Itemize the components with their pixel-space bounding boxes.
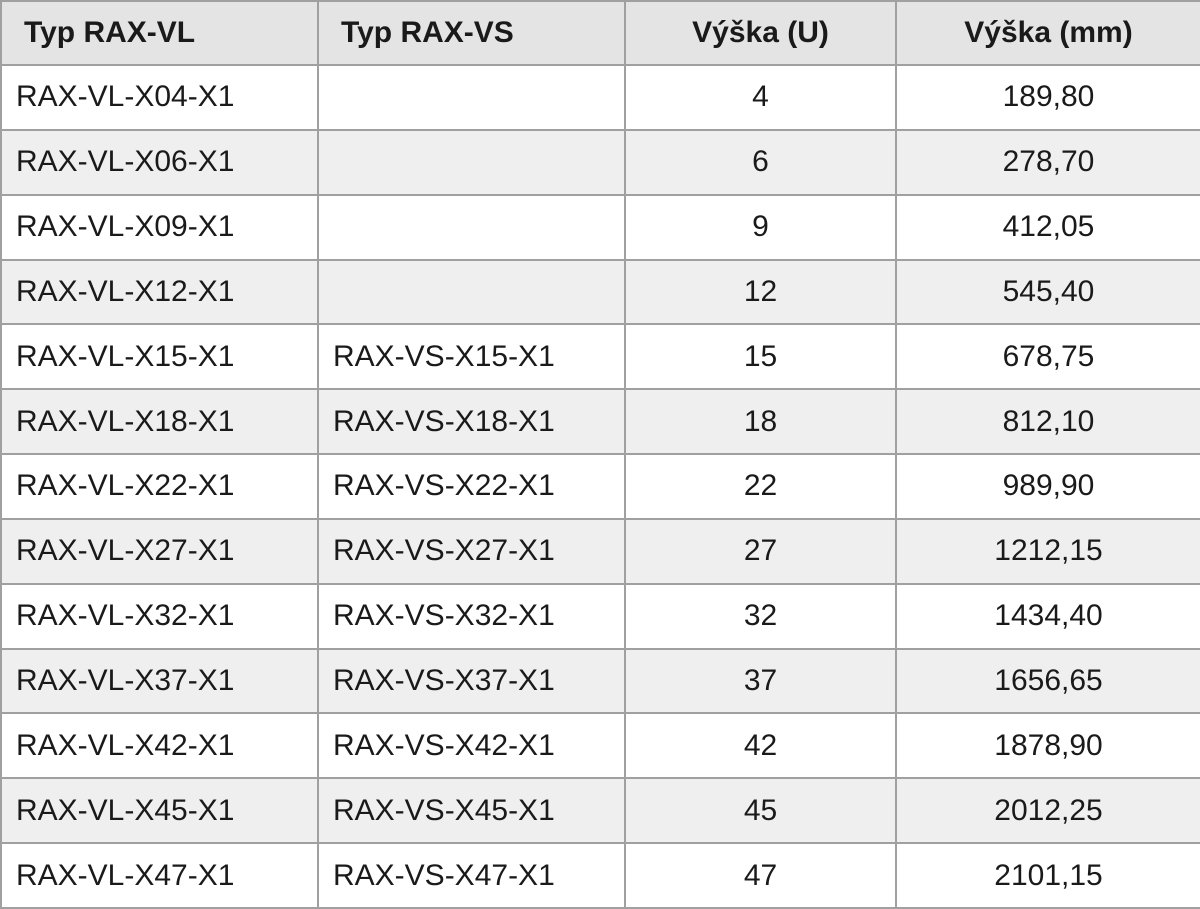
table-cell: RAX-VL-X32-X1 (0, 582, 319, 650)
header-cell: Typ RAX-VL (0, 0, 319, 66)
header-row: Typ RAX-VL Typ RAX-VS Výška (U) Výška (mm) (0, 0, 1200, 66)
table-cell: 812,10 (895, 388, 1200, 456)
table-row: RAX-VL-X42-X1 RAX-VS-X42-X1 42 1878,90 (0, 712, 1200, 780)
table-cell: 4 (624, 64, 897, 131)
table-cell: RAX-VL-X15-X1 (0, 323, 319, 391)
table-cell: 9 (624, 193, 897, 261)
table-cell: 2101,15 (895, 842, 1200, 909)
table-row: RAX-VL-X45-X1 RAX-VS-X45-X1 45 2012,25 (0, 777, 1200, 845)
table-cell: 42 (624, 712, 897, 780)
table-cell: RAX-VL-X27-X1 (0, 517, 319, 585)
table-cell: 989,90 (895, 453, 1200, 520)
table-cell: RAX-VL-X45-X1 (0, 777, 319, 845)
table-cell: 545,40 (895, 258, 1200, 326)
table-cell: RAX-VS-X22-X1 (317, 453, 626, 520)
table-cell: RAX-VL-X04-X1 (0, 64, 319, 131)
table-cell: 18 (624, 388, 897, 456)
table-body: RAX-VL-X04-X1 4 189,80 RAX-VL-X06-X1 6 278,70… (0, 64, 1200, 909)
table-cell: 1434,40 (895, 582, 1200, 650)
table-cell: RAX-VS-X27-X1 (317, 517, 626, 585)
table-cell: RAX-VL-X42-X1 (0, 712, 319, 780)
table-cell: RAX-VL-X22-X1 (0, 453, 319, 520)
table-cell: RAX-VS-X37-X1 (317, 647, 626, 715)
table-row: RAX-VL-X32-X1 RAX-VS-X32-X1 32 1434,40 (0, 582, 1200, 650)
table-row: RAX-VL-X27-X1 RAX-VS-X27-X1 27 1212,15 (0, 517, 1200, 585)
table-row: RAX-VL-X15-X1 RAX-VS-X15-X1 15 678,75 (0, 323, 1200, 391)
table-cell (317, 258, 626, 326)
table-cell: RAX-VL-X09-X1 (0, 193, 319, 261)
table-row: RAX-VL-X37-X1 RAX-VS-X37-X1 37 1656,65 (0, 647, 1200, 715)
table-cell: 15 (624, 323, 897, 391)
table-cell: RAX-VS-X45-X1 (317, 777, 626, 845)
table-cell: 37 (624, 647, 897, 715)
table-cell: RAX-VL-X18-X1 (0, 388, 319, 456)
table-cell: RAX-VS-X42-X1 (317, 712, 626, 780)
table-cell: 1656,65 (895, 647, 1200, 715)
table-cell: RAX-VS-X18-X1 (317, 388, 626, 456)
table-row: RAX-VL-X12-X1 12 545,40 (0, 258, 1200, 326)
table-row: RAX-VL-X04-X1 4 189,80 (0, 64, 1200, 131)
table-cell: 45 (624, 777, 897, 845)
header-cell: Výška (U) (624, 0, 897, 66)
table-cell: 27 (624, 517, 897, 585)
table-row: RAX-VL-X06-X1 6 278,70 (0, 128, 1200, 196)
table-cell: 2012,25 (895, 777, 1200, 845)
table-cell: 6 (624, 128, 897, 196)
table-cell: RAX-VL-X12-X1 (0, 258, 319, 326)
table-row: RAX-VL-X47-X1 RAX-VS-X47-X1 47 2101,15 (0, 842, 1200, 909)
table-cell: 412,05 (895, 193, 1200, 261)
table-cell: 1878,90 (895, 712, 1200, 780)
table-cell: RAX-VS-X47-X1 (317, 842, 626, 909)
table-cell: RAX-VS-X32-X1 (317, 582, 626, 650)
table-cell: 189,80 (895, 64, 1200, 131)
table-cell (317, 64, 626, 131)
table-cell: RAX-VS-X15-X1 (317, 323, 626, 391)
table-row: RAX-VL-X22-X1 RAX-VS-X22-X1 22 989,90 (0, 453, 1200, 520)
table-cell: 678,75 (895, 323, 1200, 391)
table-cell: 1212,15 (895, 517, 1200, 585)
table-cell: RAX-VL-X37-X1 (0, 647, 319, 715)
table-cell: 47 (624, 842, 897, 909)
table-row: RAX-VL-X18-X1 RAX-VS-X18-X1 18 812,10 (0, 388, 1200, 456)
table-cell: 12 (624, 258, 897, 326)
table-cell: 278,70 (895, 128, 1200, 196)
header-cell: Typ RAX-VS (317, 0, 626, 66)
table-header: Typ RAX-VL Typ RAX-VS Výška (U) Výška (mm) (0, 0, 1200, 66)
table-cell (317, 193, 626, 261)
table-cell: RAX-VL-X47-X1 (0, 842, 319, 909)
table-cell: RAX-VL-X06-X1 (0, 128, 319, 196)
table-cell: 22 (624, 453, 897, 520)
table-cell (317, 128, 626, 196)
table-cell: 32 (624, 582, 897, 650)
header-cell: Výška (mm) (895, 0, 1200, 66)
table-row: RAX-VL-X09-X1 9 412,05 (0, 193, 1200, 261)
